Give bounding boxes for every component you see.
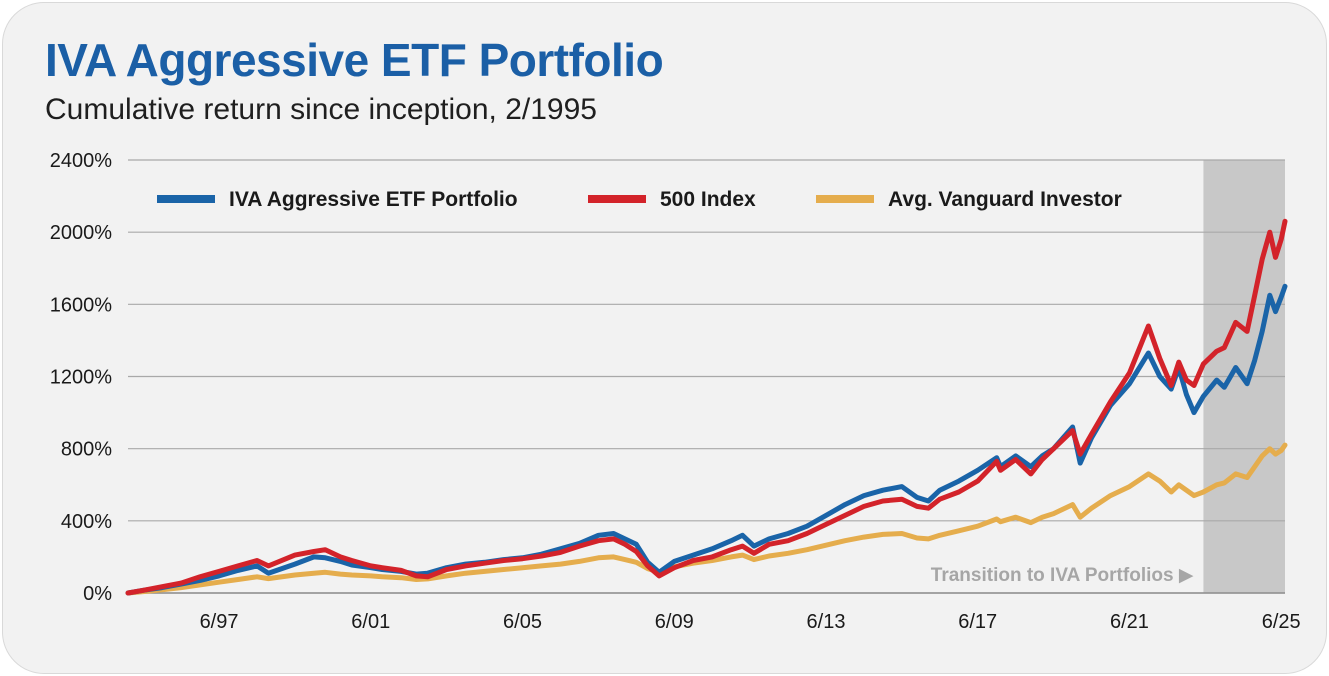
x-tick-label: 6/97 <box>200 611 239 633</box>
x-tick-label: 6/25 <box>1262 611 1301 633</box>
legend-label: IVA Aggressive ETF Portfolio <box>229 188 518 211</box>
legend-label: Avg. Vanguard Investor <box>888 188 1122 211</box>
page-title: IVA Aggressive ETF Portfolio <box>45 34 664 86</box>
x-tick-label: 6/05 <box>503 611 542 633</box>
x-tick-label: 6/21 <box>1110 611 1149 633</box>
series-line-500-index <box>125 218 1288 596</box>
y-tick-label: 1200% <box>50 367 112 389</box>
transition-annotation: Transition to IVA Portfolios ▶ <box>931 565 1194 586</box>
annotation-layer: Transition to IVA Portfolios ▶ <box>931 565 1194 586</box>
series-line-avg-vanguard-investor <box>125 442 1288 596</box>
y-tick-label: 800% <box>61 439 112 461</box>
page-subtitle: Cumulative return since inception, 2/199… <box>45 93 597 126</box>
y-tick-label: 400% <box>61 511 112 533</box>
y-tick-label: 2400% <box>50 150 112 172</box>
y-tick-label: 0% <box>83 583 112 605</box>
x-tick-label: 6/13 <box>807 611 846 633</box>
x-tick-label: 6/09 <box>655 611 694 633</box>
x-tick-label: 6/01 <box>351 611 390 633</box>
axis-layer: 0% 400% 800% 1200% 1600% 2000% 2400% 6/97 6/01 6/… <box>50 150 1301 633</box>
series-layer <box>125 218 1288 596</box>
x-tick-label: 6/17 <box>958 611 997 633</box>
y-tick-label: 1600% <box>50 294 112 316</box>
legend: IVA Aggressive ETF Portfolio 500 Index Avg… <box>157 188 1122 211</box>
y-tick-label: 2000% <box>50 222 112 244</box>
series-line-iva-aggressive-etf-portfolio <box>125 283 1288 596</box>
grid-layer <box>128 159 1285 594</box>
legend-label: 500 Index <box>660 188 756 211</box>
